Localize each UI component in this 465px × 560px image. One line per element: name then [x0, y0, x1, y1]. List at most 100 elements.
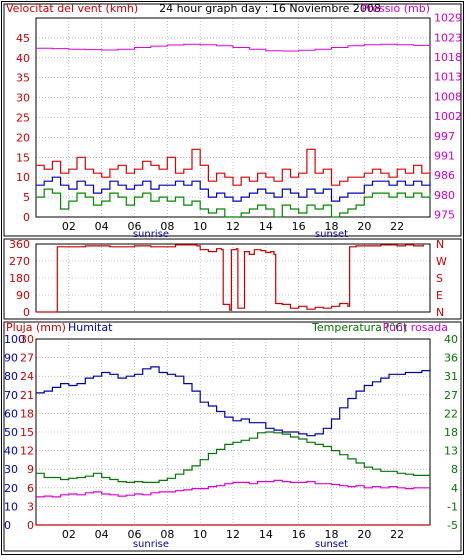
x-tick-label: 08: [160, 220, 174, 233]
left-tick-label: 20: [16, 131, 30, 144]
left-tick-label: 0: [23, 211, 30, 224]
x-tick-label: 16: [292, 220, 306, 233]
humidity-tick-label: 10: [4, 500, 18, 513]
series-minimum: [36, 188, 431, 218]
rain-tick-label: 6: [27, 482, 34, 495]
panel-frame: [3, 321, 462, 552]
x-tick-label: 12: [226, 528, 240, 541]
panel-frame: [3, 3, 462, 237]
humidity-tick-label: 90: [4, 352, 18, 365]
right-tick-label: 1002: [434, 110, 462, 123]
left-tick-label: 15: [16, 151, 30, 164]
rain-tick-label: 24: [20, 370, 34, 383]
series-pressure: [36, 43, 431, 52]
x-tick-label: 10: [193, 528, 207, 541]
series-average: [36, 176, 431, 202]
rain-tick-label: 18: [20, 407, 34, 420]
x-tick-label: 02: [62, 220, 76, 233]
x-tick-label: 18: [325, 220, 339, 233]
temp-humidity-panel: Pluja (mm) Humitat Temperatura (°C)Punt ro…: [3, 321, 462, 552]
rain-tick-label: 21: [20, 389, 34, 402]
x-tick-label: 16: [292, 528, 306, 541]
right-tick-label: 1008: [434, 90, 462, 103]
temperature-tick-label: 8: [451, 463, 458, 476]
x-tick-label: 22: [390, 528, 404, 541]
rain-axis-title: Pluja (mm): [6, 321, 66, 334]
temperature-tick-label: 18: [444, 426, 458, 439]
rain-tick-label: 27: [20, 352, 34, 365]
compass-label: S: [436, 272, 443, 285]
left-tick-label: 35: [16, 72, 30, 85]
rain-tick-label: 0: [27, 519, 34, 532]
x-tick-label: 10: [193, 220, 207, 233]
rain-tick-label: 30: [20, 333, 34, 346]
humidity-tick-label: 40: [4, 445, 18, 458]
x-tick-label: 14: [259, 220, 273, 233]
x-tick-label: 18: [325, 528, 339, 541]
humidity-tick-label: 30: [4, 463, 18, 476]
left-tick-label: 10: [16, 171, 30, 184]
humidity-tick-label: 20: [4, 482, 18, 495]
temperature-tick-label: 13: [444, 445, 458, 458]
temperature-axis-title: Temperatura (°C): [311, 321, 407, 334]
wind-pressure-panel: Velocitat del vent (kmh) 24 hour graph da…: [3, 2, 462, 240]
temperature-tick-label: -5: [447, 519, 458, 532]
humidity-axis-title: Humitat: [68, 321, 113, 334]
sunrise-label: sunrise: [133, 539, 169, 550]
left-tick-label: 40: [16, 52, 30, 65]
temperature-tick-label: 31: [444, 370, 458, 383]
temperature-tick-label: 4: [451, 482, 458, 495]
humidity-tick-label: 0: [4, 519, 11, 532]
left-tick-label: 180: [9, 272, 30, 285]
left-tick-label: 90: [16, 289, 30, 302]
humidity-tick-label: 60: [4, 407, 18, 420]
direction-plot-border: [35, 243, 431, 313]
rain-tick-label: 12: [20, 445, 34, 458]
x-tick-label: 22: [390, 220, 404, 233]
rain-tick-label: 9: [27, 463, 34, 476]
right-tick-label: 986: [434, 169, 455, 182]
x-tick-label: 06: [128, 528, 142, 541]
compass-label: W: [436, 255, 447, 268]
series-direction: [36, 244, 424, 313]
x-tick-label: 04: [95, 528, 109, 541]
series-dew_point: [36, 479, 430, 498]
temperature-tick-label: -1: [447, 500, 458, 513]
x-tick-label: 14: [259, 528, 273, 541]
x-tick-label: 02: [62, 528, 76, 541]
temperature-tick-label: 22: [444, 407, 458, 420]
series-gust: [36, 148, 431, 186]
x-tick-label: 08: [160, 528, 174, 541]
humidity-tick-label: 100: [4, 333, 25, 346]
x-tick-label: 04: [95, 220, 109, 233]
temperature-tick-label: 40: [444, 333, 458, 346]
left-tick-label: 5: [23, 191, 30, 204]
rain-tick-label: 3: [27, 500, 34, 513]
humidity-tick-label: 80: [4, 370, 18, 383]
humidity-tick-label: 50: [4, 426, 18, 439]
sunset-label: sunset: [315, 539, 348, 550]
series-temperature: [36, 431, 430, 483]
series-humidity: [36, 366, 431, 437]
temperature-tick-label: 36: [444, 352, 458, 365]
compass-label: E: [436, 289, 443, 302]
right-tick-label: 1018: [434, 51, 462, 64]
chart-title: 24 hour graph day : 16 Noviembre 2008: [159, 2, 381, 15]
right-tick-label: 980: [434, 189, 455, 202]
left-tick-label: 45: [16, 32, 30, 45]
right-tick-label: 997: [434, 130, 455, 143]
right-tick-label: 991: [434, 150, 455, 163]
left-tick-label: 25: [16, 112, 30, 125]
sunset-label: sunset: [315, 229, 348, 240]
left-axis-title: Velocitat del vent (kmh): [6, 2, 138, 15]
x-tick-label: 20: [357, 528, 371, 541]
x-tick-label: 06: [128, 220, 142, 233]
right-tick-label: 975: [434, 209, 455, 222]
compass-label: N: [436, 306, 444, 319]
sunrise-label: sunrise: [133, 229, 169, 240]
right-axis-title: Pressió (mb): [361, 2, 430, 15]
